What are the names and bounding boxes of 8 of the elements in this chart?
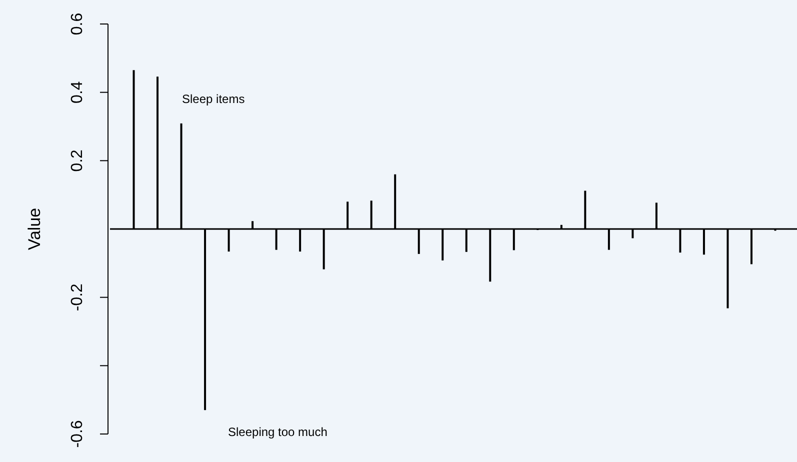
y-axis-title: Value [25, 208, 44, 250]
y-tick-label: 0.2 [69, 149, 86, 172]
annotation: Sleeping too much [228, 425, 328, 439]
annotation: Sleep items [182, 92, 245, 106]
y-tick-label: 0.6 [69, 12, 86, 36]
y-tick-label: 0.4 [69, 81, 86, 104]
y-tick-label: -0.2 [69, 283, 86, 312]
y-tick-label: -0.6 [69, 420, 86, 448]
